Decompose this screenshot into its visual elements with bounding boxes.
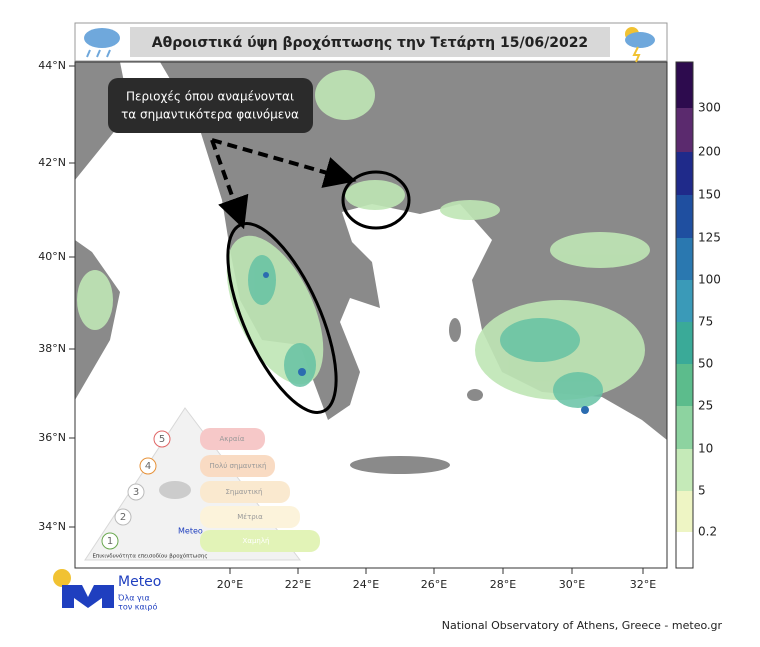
lat-label: 40°N [38, 250, 66, 263]
colorbar: 300 200 150 125 100 75 50 25 10 5 0.2 [675, 61, 721, 569]
colorbar-label: 125 [698, 231, 721, 245]
colorbar-segment [676, 152, 693, 195]
colorbar-segment [676, 322, 693, 364]
highlight-ring [226, 222, 338, 414]
risk-badge [114, 508, 132, 526]
lon-label: 20°E [217, 578, 243, 591]
title-bg [130, 27, 610, 57]
colorbar-segment [676, 532, 693, 568]
colorbar-segment [676, 195, 693, 238]
risk-number: 2 [120, 512, 126, 523]
footer-credit: National Observatory of Athens, Greece -… [442, 619, 723, 632]
risk-brand: Meteo [178, 527, 203, 536]
risk-number: 3 [133, 487, 139, 498]
storm-icon [625, 27, 655, 63]
island [449, 318, 461, 342]
colorbar-label: 5 [698, 484, 706, 498]
risk-number: 1 [107, 536, 113, 547]
lat-label: 44°N [38, 59, 66, 72]
colorbar-label: 150 [698, 188, 721, 202]
colorbar-label: 75 [698, 315, 713, 329]
title: Αθροιστικά ύψη βροχόπτωσης την Τετάρτη 1… [152, 35, 588, 51]
lon-label: 32°E [630, 578, 656, 591]
lon-label: 28°E [490, 578, 516, 591]
colorbar-label: 100 [698, 273, 721, 287]
colorbar-segment [676, 449, 693, 491]
axes: 44°N 42°N 40°N 38°N 36°N 34°N 20°E 22°E 24°E 26°E… [38, 59, 656, 591]
colorbar-label: 0.2 [698, 525, 717, 539]
highlight-ring [341, 170, 411, 230]
rain-heavy [248, 255, 603, 408]
crete [350, 456, 450, 474]
cloud-icon [84, 28, 120, 58]
lat-label: 42°N [38, 156, 66, 169]
lon-label: 30°E [559, 578, 585, 591]
logo-tagline: Όλα για [117, 593, 150, 603]
arrow [210, 139, 249, 230]
risk-number: 5 [159, 434, 165, 445]
colorbar-segment [676, 491, 693, 532]
risk-label: Πολύ σημαντική [210, 462, 267, 470]
lon-label: 26°E [421, 578, 447, 591]
risk-label: Σημαντική [226, 488, 263, 496]
colorbar-segment [676, 238, 693, 280]
lon-label: 24°E [353, 578, 379, 591]
risk-caption: Επικινδυνότητα επεισοδίου βροχόπτωσης [92, 553, 207, 560]
risk-legend-text: 5 Ακραία 4 Πολύ σημαντική 3 Σημαντική 2 Μέτρια 1… [92, 430, 270, 560]
risk-badge [139, 457, 157, 475]
colorbar-label: 25 [698, 399, 713, 413]
colorbar-label: 10 [698, 442, 713, 456]
risk-label: Μέτρια [237, 513, 263, 521]
rain-peak [263, 272, 589, 414]
callout-box [108, 78, 313, 133]
colorbar-segment [676, 364, 693, 406]
arrow [211, 138, 357, 188]
lat-label: 38°N [38, 342, 66, 355]
lon-label: 22°E [285, 578, 311, 591]
logo [53, 569, 114, 608]
colorbar-segment [676, 406, 693, 449]
island [467, 389, 483, 401]
risk-badge [153, 430, 171, 448]
risk-label: Ακραία [220, 435, 245, 443]
callout-text: τα σημαντικότερα φαινόμενα [121, 108, 299, 122]
lat-label: 34°N [38, 520, 66, 533]
colorbar-label: 200 [698, 145, 721, 159]
colorbar-frame [675, 61, 694, 569]
map-frame [74, 61, 668, 569]
colorbar-label: 50 [698, 357, 713, 371]
lat-label: 36°N [38, 431, 66, 444]
risk-number: 4 [145, 461, 151, 472]
risk-badge [101, 532, 119, 550]
logo-name: Meteo [118, 574, 161, 590]
callout-text: Περιοχές όπου αναμένονται [126, 90, 294, 104]
risk-label: Χαμηλή [243, 537, 270, 545]
colorbar-segment [676, 108, 693, 152]
logo-tagline: τον καιρό [118, 602, 157, 612]
colorbar-label: 300 [698, 101, 721, 115]
risk-badge [127, 483, 145, 501]
colorbar-segment [676, 62, 693, 108]
colorbar-segment [676, 280, 693, 322]
risk-legend [84, 407, 320, 561]
